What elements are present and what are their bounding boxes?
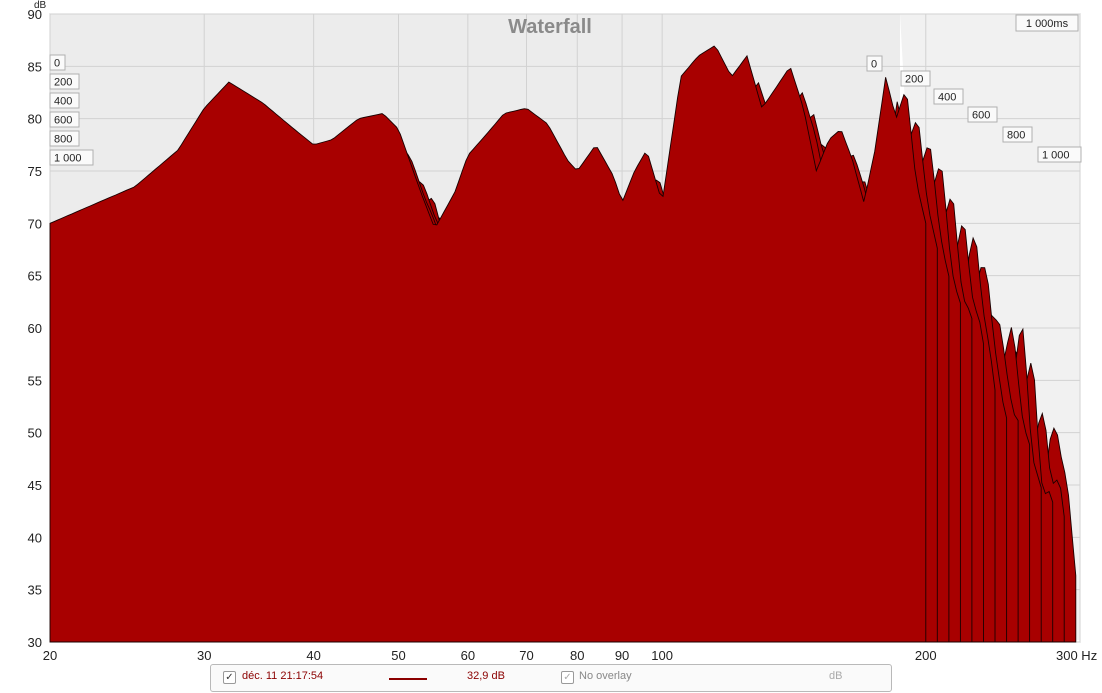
chart-title: Waterfall — [508, 16, 592, 38]
y-tick-label: 85 — [28, 59, 42, 74]
svg-text:1 000ms: 1 000ms — [1026, 18, 1069, 30]
time-label-right-box — [1037, 146, 1082, 163]
time-label-right-box — [866, 55, 883, 72]
cursor-value: 32,9 dB — [467, 670, 505, 682]
time-label-left-box — [49, 73, 80, 90]
time-label-left: 600 — [54, 115, 72, 127]
time-label-right: 0 — [871, 59, 877, 71]
overlay-unit: dB — [829, 670, 843, 682]
time-labels-right: 0 200 400 600 800 1 000 — [866, 55, 1082, 163]
x-tick-label: 60 — [461, 648, 475, 663]
time-label-right-box — [900, 70, 931, 87]
y-tick-label: 50 — [28, 426, 42, 441]
y-tick-label: 30 — [28, 635, 42, 650]
x-tick-label: 300 Hz — [1056, 648, 1097, 663]
y-tick-label: 45 — [28, 478, 42, 493]
x-tick-label: 100 — [651, 648, 673, 663]
time-label-left: 800 — [54, 134, 72, 146]
time-label-right-box — [933, 88, 964, 105]
y-tick-label: 55 — [28, 373, 42, 388]
x-tick-label: 80 — [570, 648, 584, 663]
time-label-left-box — [49, 130, 80, 147]
time-label-right: 200 — [905, 74, 923, 86]
time-label-right: 600 — [972, 110, 990, 122]
time-label-right: 800 — [1007, 130, 1025, 142]
time-span-box: 1 000ms — [1015, 14, 1079, 32]
x-tick-label: 20 — [43, 648, 57, 663]
y-tick-label: 80 — [28, 112, 42, 127]
time-label-right-box — [1002, 126, 1033, 143]
legend-bar: ✓ déc. 11 21:17:54 32,9 dB ✓ No overlay … — [210, 664, 892, 692]
time-label-right: 1 000 — [1042, 150, 1070, 162]
x-tick-label: 50 — [391, 648, 405, 663]
series-color-swatch — [389, 678, 427, 680]
time-label-left-box — [49, 54, 66, 71]
time-label-left-box — [49, 111, 80, 128]
waterfall-slices — [49, 45, 1077, 643]
y-tick-label: 70 — [28, 216, 42, 231]
time-label-left: 0 — [54, 58, 60, 70]
x-tick-label: 70 — [519, 648, 533, 663]
overlay-label: No overlay — [579, 670, 632, 682]
y-tick-label: 40 — [28, 530, 42, 545]
time-label-left-box — [49, 92, 80, 109]
time-label-left-box — [49, 149, 94, 166]
y-tick-label: 35 — [28, 583, 42, 598]
x-tick-label: 40 — [306, 648, 320, 663]
time-label-right-box — [967, 106, 998, 123]
y-tick-label: 65 — [28, 269, 42, 284]
y-tick-label: 90 — [28, 7, 42, 22]
y-axis: 90 85 80 75 70 65 60 55 50 45 40 35 30 — [28, 7, 42, 650]
y-unit-label: dB — [34, 0, 47, 11]
y-tick-label: 60 — [28, 321, 42, 336]
y-tick-label: 75 — [28, 164, 42, 179]
series-checkbox[interactable]: ✓ — [223, 671, 236, 684]
measurement-label[interactable]: déc. 11 21:17:54 — [242, 670, 324, 682]
time-label-left: 200 — [54, 77, 72, 89]
x-axis: 20 30 40 50 60 70 80 90 100 200 300 Hz — [43, 648, 1097, 663]
time-label-right: 400 — [938, 92, 956, 104]
time-label-left: 400 — [54, 96, 72, 108]
overlay-checkbox[interactable]: ✓ — [561, 671, 574, 684]
waterfall-slice — [49, 45, 927, 643]
x-tick-label: 90 — [615, 648, 629, 663]
time-label-left: 1 000 — [54, 153, 82, 165]
x-tick-label: 200 — [915, 648, 937, 663]
x-tick-label: 30 — [197, 648, 211, 663]
time-labels-left: 0 200 400 600 800 1 000 — [49, 54, 94, 166]
